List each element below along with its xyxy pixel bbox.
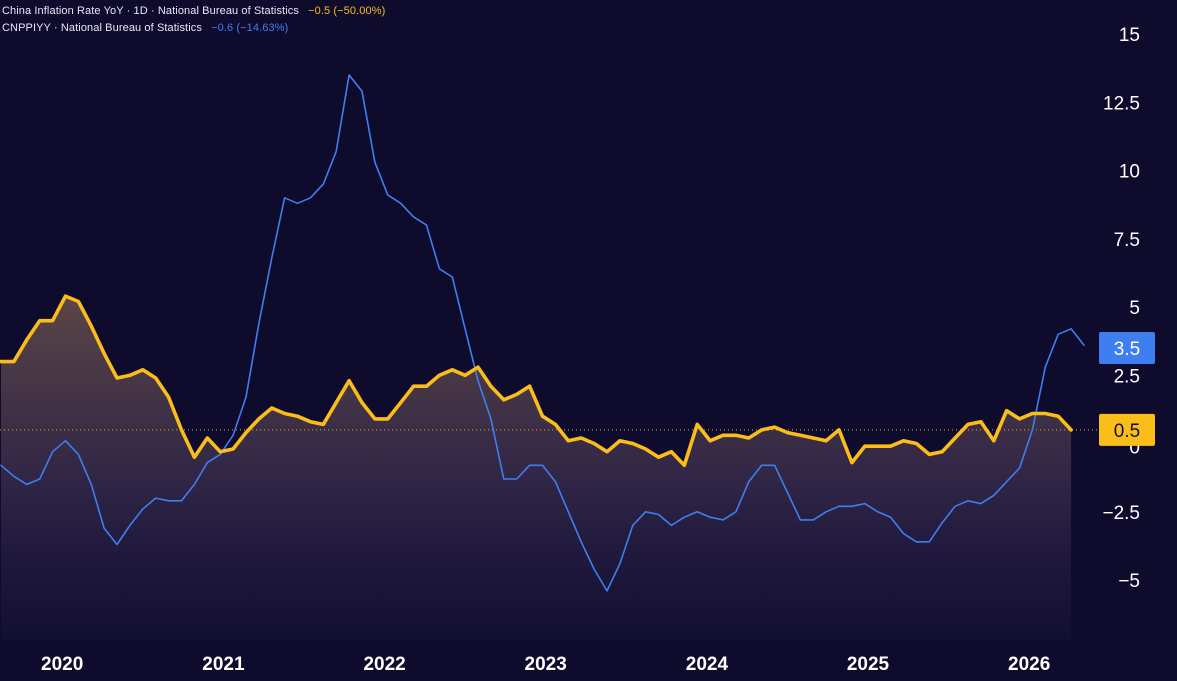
x-axis: 2020 2021 2022 2023 2024 2025 2026 [41, 654, 1050, 675]
ppi-series-line[interactable] [0, 74, 1085, 592]
legend-cpi[interactable]: China Inflation Rate YoY · 1D · National… [2, 5, 385, 17]
series-layer [0, 74, 1085, 592]
x-tick-label: 2024 [686, 654, 729, 675]
x-tick-label: 2022 [363, 654, 405, 675]
x-tick-label: 2025 [847, 654, 890, 675]
x-tick-label: 2026 [1008, 654, 1050, 675]
x-tick-label: 2023 [525, 654, 567, 675]
cpi-area-fill [1, 296, 1072, 640]
cpi-series-line[interactable] [0, 294, 1073, 468]
x-tick-label: 2020 [41, 654, 83, 675]
legend-ppi-label: CNPPIYY · National Bureau of Statistics [2, 22, 202, 34]
legend-ppi[interactable]: CNPPIYY · National Bureau of Statistics … [2, 22, 288, 34]
legend-cpi-label: China Inflation Rate YoY · 1D · National… [2, 5, 299, 17]
y-axis: 15 12.5 10 7.5 5 2.5 0 −2.5 −5 [1102, 25, 1140, 592]
y-tick-label: 12.5 [1103, 93, 1140, 114]
y-tick-label: 10 [1119, 162, 1140, 183]
y-tick-label: −2.5 [1102, 503, 1140, 524]
y-tick-label: 15 [1119, 25, 1140, 46]
y-tick-label: 5 [1129, 298, 1140, 319]
y-tick-label: 2.5 [1114, 366, 1140, 387]
cpi-value-badge: 0.5 [1099, 413, 1155, 446]
legend-cpi-change: −0.5 (−50.00%) [308, 5, 386, 17]
plot-layer [0, 296, 1098, 640]
legend-ppi-change: −0.6 (−14.63%) [211, 22, 289, 34]
ppi-value-badge: 3.5 [1099, 332, 1155, 364]
y-tick-label: 0 [1129, 438, 1140, 459]
y-tick-label: −5 [1118, 571, 1140, 592]
y-tick-label: 7.5 [1114, 230, 1140, 251]
cpi-value-badge-value: 0.5 [1114, 421, 1140, 442]
price-badges: 3.5 0.5 [1099, 332, 1155, 446]
x-tick-label: 2021 [202, 654, 245, 675]
ppi-value-badge-value: 3.5 [1114, 339, 1140, 360]
